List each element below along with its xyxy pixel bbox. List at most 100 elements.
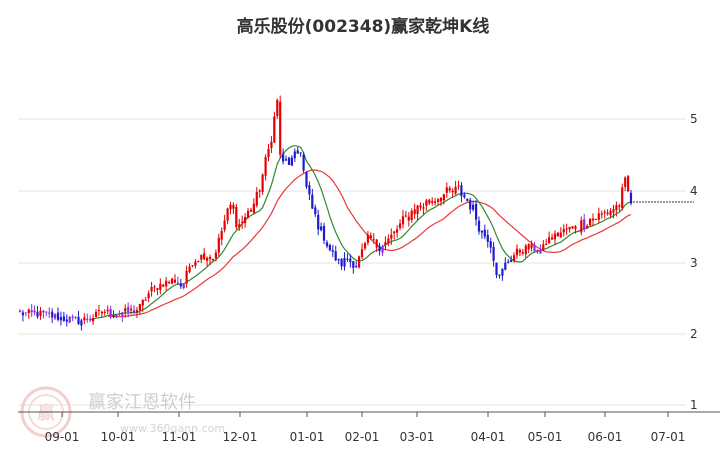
candle xyxy=(182,283,185,290)
candle-body xyxy=(208,256,212,260)
candle xyxy=(208,254,212,266)
candle-body xyxy=(170,278,174,284)
candle xyxy=(492,242,495,267)
candle-body xyxy=(375,239,378,248)
candle-body xyxy=(615,205,618,211)
candle xyxy=(527,243,530,254)
candle-body xyxy=(609,210,612,216)
candle-body xyxy=(270,141,273,148)
candle xyxy=(223,214,226,233)
candle-body xyxy=(302,154,305,171)
candle-body xyxy=(115,314,118,318)
candle-body xyxy=(448,188,451,191)
candle xyxy=(103,309,106,316)
candle-body xyxy=(536,249,539,253)
candle-body xyxy=(36,311,39,317)
candle-body xyxy=(539,250,542,254)
candle-body xyxy=(612,209,615,213)
candle-body xyxy=(457,185,460,187)
candle xyxy=(235,203,238,230)
candle-body xyxy=(71,316,74,318)
candle xyxy=(375,238,378,252)
candle-body xyxy=(27,309,30,313)
x-tick-label: 06-01 xyxy=(588,430,623,444)
candle-body xyxy=(162,284,165,287)
x-tick-label: 12-01 xyxy=(223,430,258,444)
candle-body xyxy=(428,199,431,204)
candle xyxy=(191,265,194,268)
candle-body xyxy=(583,219,586,229)
candle xyxy=(290,155,293,167)
candle xyxy=(203,248,206,261)
candle xyxy=(141,298,144,312)
candle xyxy=(135,306,138,318)
candle xyxy=(513,252,516,263)
candle-body xyxy=(472,204,475,210)
candle xyxy=(328,243,331,252)
candle-body xyxy=(606,212,609,214)
candle xyxy=(214,249,217,262)
candle-body xyxy=(109,309,112,316)
candle-body xyxy=(287,157,291,165)
candle xyxy=(188,263,191,274)
candle xyxy=(156,287,159,296)
candle xyxy=(416,204,419,221)
candle-body xyxy=(425,200,428,206)
candle-body xyxy=(118,313,121,315)
candle-body xyxy=(352,261,355,268)
candle xyxy=(226,207,229,225)
candle xyxy=(378,242,381,256)
candle-body xyxy=(305,172,308,187)
candle xyxy=(54,313,57,320)
candle-body xyxy=(232,204,235,209)
candle-body xyxy=(355,266,358,268)
candle xyxy=(577,230,580,232)
candle xyxy=(270,135,273,153)
candle-body xyxy=(556,232,559,237)
candle xyxy=(258,189,261,198)
candle-body xyxy=(86,318,89,320)
candle-body xyxy=(317,214,320,230)
candle-body xyxy=(627,176,630,192)
candle-body xyxy=(267,148,270,157)
candle-body xyxy=(597,213,600,220)
candle xyxy=(393,231,396,240)
candle xyxy=(89,315,92,322)
candle-body xyxy=(381,246,384,253)
candle xyxy=(369,232,372,240)
candle xyxy=(360,243,364,260)
candle xyxy=(194,259,197,269)
candle xyxy=(515,244,519,259)
candle xyxy=(30,304,33,317)
x-tick-label: 09-01 xyxy=(45,430,80,444)
watermark: 赢 赢家江恩软件 www.360gann.com xyxy=(20,386,225,438)
candle-body xyxy=(624,177,627,187)
candle xyxy=(92,314,95,325)
candle-body xyxy=(586,225,589,229)
candle-body xyxy=(366,234,369,243)
candle-body xyxy=(507,261,510,263)
candle-body xyxy=(138,304,141,311)
candle-body xyxy=(130,308,133,311)
candle xyxy=(273,111,276,144)
candle xyxy=(74,316,77,320)
candle-body xyxy=(220,231,223,240)
candle-body xyxy=(249,209,253,212)
y-tick-label: 1 xyxy=(690,398,698,412)
candle xyxy=(472,200,475,212)
candle-body xyxy=(495,262,498,275)
candle xyxy=(68,316,71,324)
candle xyxy=(390,228,393,245)
candle-body xyxy=(413,209,416,215)
candle xyxy=(483,224,486,240)
candle xyxy=(346,253,349,262)
candle-body xyxy=(147,293,150,299)
candle xyxy=(422,202,425,215)
candle-body xyxy=(168,282,171,284)
candle-body xyxy=(279,101,282,155)
candle xyxy=(533,242,536,252)
candle xyxy=(615,201,618,217)
candle xyxy=(363,241,367,251)
candle xyxy=(267,144,270,162)
y-tick-label: 5 xyxy=(690,112,698,126)
